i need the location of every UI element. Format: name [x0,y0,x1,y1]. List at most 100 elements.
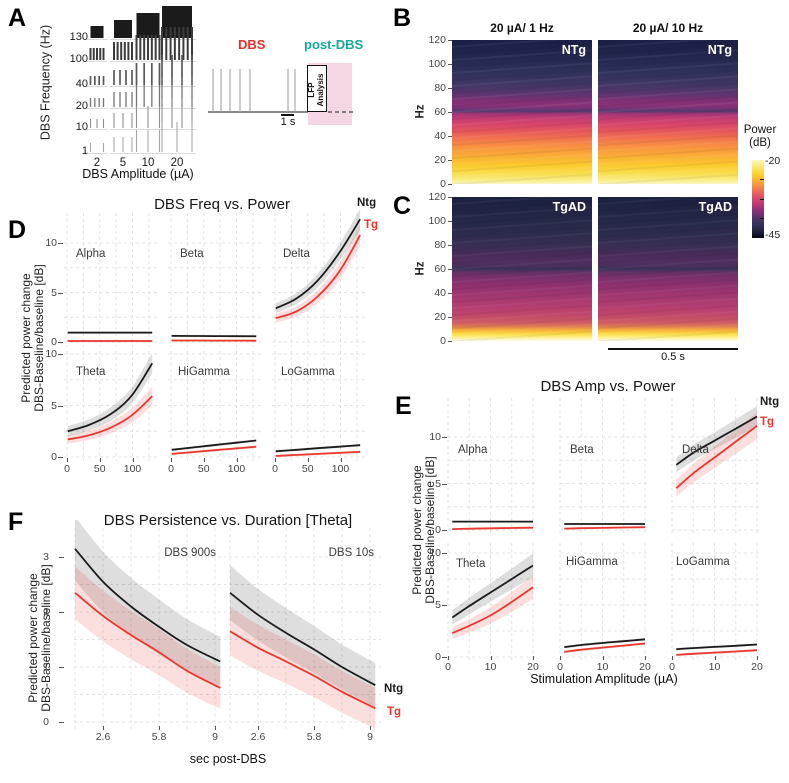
colorbar-tick [760,179,764,180]
x-tick-label: 0 [168,463,174,475]
x-tick-label: 0 [445,661,451,673]
hz-tick-label: 120 [428,34,446,46]
x-tick-mark [236,458,238,462]
hz-tick-mark [448,160,452,161]
hz-tick-mark [448,197,452,198]
dbs-period-label: DBS [238,37,266,52]
panel-e-label: E [395,392,412,420]
hz-tick-mark [448,64,452,65]
facet-label-delta: Delta [682,444,709,456]
x-tick-label: 10 [484,661,497,673]
svg-text:10: 10 [142,157,155,168]
facet-label-dbs-900s: DBS 900s [164,547,216,559]
x-tick-mark [714,656,716,660]
legend-tg: Tg [760,416,775,428]
x-tick-label: 100 [123,463,142,475]
hz-tick-label: 100 [428,215,446,227]
hz-tick-mark [448,88,452,89]
facet-label-beta: Beta [180,248,204,260]
y-tick-mark [58,243,63,244]
facet-label-logamma: LoGamma [281,366,335,378]
x-tick-label: 100 [227,463,246,475]
x-tick-label: 0 [64,463,70,475]
dbs-raster-plot: 130 100 40 20 10 12 5 10 20 [70,6,196,168]
spectrogram-ntg-1hz: NTg [452,40,592,184]
svg-text:1: 1 [82,145,88,157]
facet-label-logamma: LoGamma [676,556,730,568]
hz-axis-label-b: Hz [414,104,427,119]
hz-tick-mark [448,184,452,185]
raster-xlabel: DBS Amplitude (µA) [82,167,194,181]
y-tick-mark [442,530,447,531]
y-tick-label: 5 [51,399,57,412]
hz-tick-mark [448,245,452,246]
panel-f-label: F [8,508,24,536]
half-second-scalebar [608,348,738,350]
group-badge-ntg: NTg [707,43,732,57]
one-second-label: 1 s [280,116,296,128]
y-tick-mark [442,553,447,554]
x-tick-label: 5.8 [151,731,167,743]
hz-tick-mark [448,221,452,222]
hz-tick-mark [448,269,452,270]
y-tick-mark [58,292,63,294]
y-tick-label: 0 [51,336,57,348]
x-tick-label: 20 [639,661,651,673]
legend-tg: Tg [387,706,402,718]
hz-tick-mark [448,40,452,41]
hz-tick-label: 0 [440,335,446,347]
panel-d-label: D [8,216,27,244]
svg-text:40: 40 [76,78,88,90]
hz-tick-label: 120 [428,191,446,203]
x-tick-label: 50 [301,463,314,475]
spectrogram-title-1hz: 20 µA/ 1 Hz [490,21,554,35]
y-tick-label: 3 [43,551,49,563]
facet-label-higamma: HiGamma [178,366,230,378]
x-tick-mark [533,656,534,660]
x-tick-mark [103,726,104,730]
hz-tick-mark [448,112,452,113]
x-tick-label: 0 [272,463,278,475]
stimulation-schematic: DBS post-DBS LFP Analysis 1 s [200,28,375,140]
x-tick-mark [314,726,315,730]
hz-tick-label: 60 [434,106,446,118]
y-tick-label: 0 [43,716,49,728]
y-tick-mark [442,605,447,606]
svg-text:20: 20 [171,157,184,168]
y-tick-mark [59,667,64,668]
x-tick-mark [275,458,276,462]
y-tick-mark [59,612,64,613]
x-tick-mark [132,458,134,462]
y-tick-label: 0 [51,451,57,463]
facet-label-higamma: HiGamma [566,556,618,568]
legend-tg: Tg [364,219,379,231]
y-tick-label: 5 [51,286,57,299]
svg-text:130: 130 [70,31,88,43]
legend-ntg: Ntg [384,683,404,695]
y-tick-label: 5 [435,599,441,611]
x-tick-mark [490,656,492,660]
chart-e-ylabel: Predicted power change DBS-Baseline/base… [410,445,437,615]
x-tick-mark [340,458,342,462]
y-tick-mark [442,437,447,438]
x-tick-label: 2.6 [95,731,111,743]
facet-label-theta: Theta [76,366,106,378]
panel-a-label: A [8,4,27,32]
x-tick-label: 100 [331,463,350,475]
spectrogram-tgad-10hz: TgAD [598,197,738,341]
x-tick-label: 9 [212,731,218,743]
lfp-analysis-label: LFP Analysis [307,73,325,107]
chart-d-ylabel: Predicted power change DBS-Baseline/base… [19,253,46,423]
legend-ntg: Ntg [357,197,377,209]
x-tick-mark [560,656,561,660]
legend-ntg: Ntg [760,396,780,408]
colorbar-max-label: -20 [765,155,781,167]
chart-d-title: DBS Freq vs. Power [154,196,290,213]
x-tick-label: 10 [708,661,721,673]
svg-text:2: 2 [94,157,100,168]
svg-text:5: 5 [120,157,126,168]
y-tick-mark [442,483,447,485]
x-tick-mark [448,656,449,660]
hz-tick-mark [448,317,452,318]
